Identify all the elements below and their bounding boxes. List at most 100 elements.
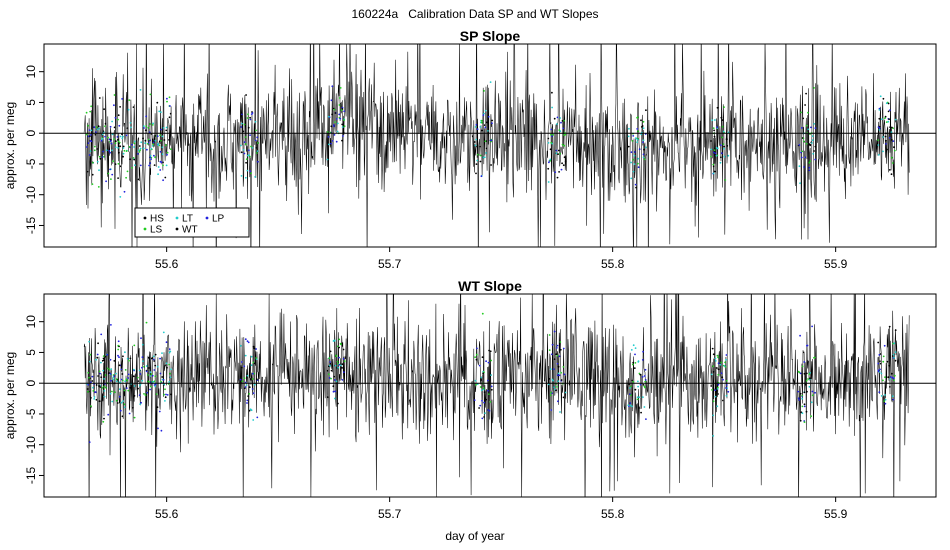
point-hs (154, 364, 157, 367)
point-ls (125, 176, 127, 179)
point-hs (555, 389, 557, 392)
point-lp (110, 324, 112, 326)
point-hs (129, 158, 132, 161)
point-lp (808, 169, 811, 172)
point-lt (340, 364, 342, 367)
point-ls (326, 131, 329, 133)
point-lp (488, 410, 491, 412)
point-lp (889, 109, 891, 111)
point-ls (556, 386, 558, 388)
point-ls (343, 119, 345, 121)
point-lt (564, 391, 567, 394)
point-hs (473, 141, 476, 143)
point-hs (556, 176, 559, 179)
calibration-points (85, 312, 897, 443)
point-lp (632, 135, 635, 137)
point-lt (637, 157, 639, 160)
point-lt (334, 397, 336, 400)
point-lt (126, 357, 129, 360)
point-lt (127, 108, 130, 111)
point-lp (240, 126, 243, 128)
point-hs (801, 137, 804, 139)
point-hs (117, 177, 119, 180)
point-hs (483, 124, 486, 126)
point-lt (725, 358, 727, 361)
point-hs (642, 384, 645, 386)
point-ls (637, 162, 639, 165)
point-lt (256, 150, 259, 153)
point-ls (642, 120, 645, 123)
point-hs (479, 160, 482, 163)
point-lp (727, 390, 730, 393)
point-ls (631, 363, 634, 366)
point-hs (107, 372, 110, 375)
point-lt (154, 385, 157, 388)
point-lt (164, 400, 166, 402)
point-lp (629, 402, 632, 404)
point-lp (484, 126, 487, 129)
point-lt (642, 396, 644, 398)
point-ls (164, 388, 166, 391)
point-lt (710, 148, 713, 151)
point-lp (892, 398, 895, 401)
point-hs (121, 373, 124, 375)
point-lt (124, 380, 126, 383)
point-lt (484, 412, 486, 414)
x-tick-label: 55.6 (155, 507, 179, 521)
point-lp (713, 151, 715, 154)
point-hs (548, 378, 551, 380)
point-lp (251, 372, 254, 375)
point-ls (713, 149, 716, 152)
point-lt (133, 140, 136, 143)
point-lp (239, 378, 242, 381)
point-ls (559, 152, 561, 155)
point-hs (725, 138, 728, 141)
point-lp (341, 379, 344, 381)
point-lt (632, 170, 635, 173)
point-hs (886, 148, 888, 151)
point-hs (712, 165, 715, 168)
point-hs (326, 396, 329, 398)
point-ls (133, 142, 136, 145)
point-hs (156, 406, 159, 409)
point-lp (162, 179, 165, 182)
point-hs (240, 151, 243, 154)
point-hs (153, 164, 156, 167)
point-hs (119, 145, 122, 148)
point-lt (122, 135, 124, 138)
point-hs (86, 170, 89, 173)
point-lp (138, 394, 141, 397)
point-ls (144, 394, 147, 397)
y-tick-label: -15 (24, 216, 38, 234)
point-lt (95, 358, 97, 361)
point-lt (551, 378, 554, 381)
point-lp (556, 116, 559, 119)
point-hs (337, 402, 339, 405)
point-ls (805, 124, 808, 127)
point-hs (104, 122, 107, 125)
point-ls (102, 355, 105, 357)
point-lp (88, 154, 91, 156)
point-hs (137, 387, 139, 390)
point-hs (129, 357, 132, 360)
point-ls (805, 142, 808, 145)
point-lp (246, 340, 249, 343)
point-hs (560, 379, 563, 381)
point-ls (159, 134, 162, 137)
point-lp (720, 372, 723, 375)
point-hs (168, 139, 170, 141)
point-hs (329, 350, 332, 353)
point-lp (803, 405, 806, 408)
point-lp (642, 153, 645, 156)
point-hs (133, 395, 136, 397)
point-lt (637, 380, 639, 383)
point-lp (127, 377, 129, 379)
point-ls (807, 378, 809, 380)
point-hs (547, 167, 550, 170)
point-hs (491, 119, 494, 122)
point-ls (95, 126, 98, 129)
point-ls (808, 373, 811, 376)
point-hs (553, 117, 556, 120)
point-hs (894, 359, 897, 362)
point-lt (719, 161, 722, 164)
